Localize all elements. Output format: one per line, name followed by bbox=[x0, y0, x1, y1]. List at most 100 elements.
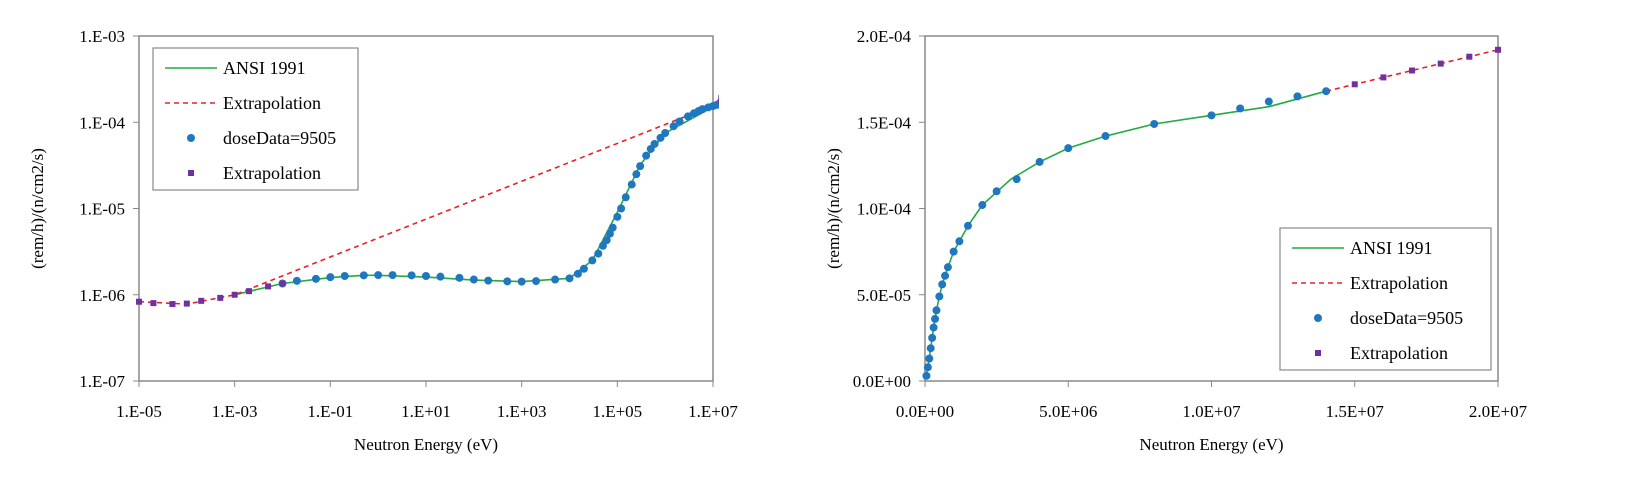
data-point-circle bbox=[642, 151, 651, 160]
data-point-circle bbox=[929, 323, 938, 332]
x-tick-label: 2.0E+07 bbox=[1469, 402, 1528, 421]
data-point-square bbox=[246, 288, 253, 295]
data-point-square bbox=[718, 97, 719, 104]
data-point-circle bbox=[683, 112, 692, 121]
legend-swatch-3 bbox=[188, 170, 194, 176]
x-axis-label: Neutron Energy (eV) bbox=[1139, 435, 1283, 454]
data-point-circle bbox=[617, 204, 626, 213]
data-point-circle bbox=[579, 264, 588, 273]
data-point-circle bbox=[598, 241, 607, 250]
data-point-circle bbox=[1012, 175, 1021, 184]
data-point-square bbox=[198, 297, 205, 304]
data-point-circle bbox=[1293, 92, 1302, 101]
legend-box bbox=[152, 47, 359, 191]
series-group bbox=[922, 46, 1501, 380]
data-point-square bbox=[265, 283, 272, 290]
data-point-circle bbox=[941, 271, 950, 280]
legend-label-1: Extrapolation bbox=[1350, 273, 1448, 293]
y-tick-label: 1.0E-04 bbox=[857, 200, 912, 219]
data-point-circle bbox=[949, 247, 958, 256]
legend: ANSI 1991 Extrapolation doseData=9505 Extra… bbox=[1279, 227, 1492, 371]
legend-box bbox=[1279, 227, 1492, 371]
x-tick-label: 1.E+01 bbox=[401, 402, 451, 421]
x-tick-label: 0.0E+00 bbox=[896, 402, 954, 421]
y-tick-label: 2.0E-04 bbox=[857, 27, 912, 46]
data-point-square bbox=[718, 98, 719, 105]
chart-log-log: 1.E-03 1.E-04 1.E-05 1.E-06 1.E-07 1.E-05 1.E-… bbox=[28, 27, 738, 454]
data-point-circle bbox=[1236, 104, 1245, 113]
data-point-circle bbox=[650, 139, 659, 148]
data-point-circle bbox=[669, 122, 678, 131]
data-point-circle bbox=[943, 263, 952, 272]
data-point-circle bbox=[675, 117, 684, 126]
data-point-circle bbox=[627, 180, 636, 189]
data-point-circle bbox=[608, 223, 617, 232]
data-point-circle bbox=[565, 274, 574, 283]
data-point-circle bbox=[359, 271, 368, 280]
y-tick-label: 1.E-05 bbox=[79, 200, 125, 219]
data-point-circle bbox=[992, 187, 1001, 196]
x-tick-label: 1.5E+07 bbox=[1326, 402, 1385, 421]
data-point-square bbox=[1437, 60, 1444, 67]
data-point-circle bbox=[436, 272, 445, 281]
data-point-circle bbox=[1035, 157, 1044, 166]
data-point-circle bbox=[928, 333, 937, 342]
data-point-circle bbox=[602, 236, 611, 245]
data-point-square bbox=[183, 300, 190, 307]
x-tick-label: 5.0E+06 bbox=[1039, 402, 1097, 421]
legend-label-0: ANSI 1991 bbox=[223, 58, 306, 78]
data-point-circle bbox=[1207, 111, 1216, 120]
data-point-circle bbox=[326, 273, 335, 282]
data-point-circle bbox=[374, 271, 383, 280]
legend-label-2: doseData=9505 bbox=[1350, 308, 1463, 328]
data-point-circle bbox=[340, 271, 349, 280]
data-point-circle bbox=[923, 363, 932, 372]
x-tick-label: 1.0E+07 bbox=[1182, 402, 1241, 421]
y-tick-label: 1.E-03 bbox=[79, 27, 125, 46]
data-point-square bbox=[1380, 74, 1387, 81]
data-point-square bbox=[150, 300, 157, 307]
y-tick-label: 1.E-04 bbox=[79, 113, 125, 132]
data-point-circle bbox=[926, 344, 935, 353]
data-point-circle bbox=[955, 237, 964, 246]
y-tick-label: 0.0E+00 bbox=[853, 372, 911, 391]
data-point-circle bbox=[605, 229, 614, 238]
data-point-circle bbox=[963, 221, 972, 230]
legend-label-3: Extrapolation bbox=[1350, 343, 1448, 363]
data-point-circle bbox=[978, 201, 987, 210]
data-point-square bbox=[136, 298, 142, 305]
data-point-circle bbox=[407, 271, 416, 280]
data-point-circle bbox=[632, 170, 641, 179]
data-point-circle bbox=[715, 98, 719, 107]
legend-swatch-2 bbox=[187, 134, 195, 142]
series-line-0 bbox=[924, 90, 1327, 380]
data-point-circle bbox=[517, 277, 526, 286]
legend: ANSI 1991 Extrapolation doseData=9505 Extra… bbox=[152, 47, 359, 191]
data-point-circle bbox=[1064, 144, 1073, 153]
data-point-circle bbox=[938, 280, 947, 289]
data-point-square bbox=[279, 280, 286, 287]
legend-label-3: Extrapolation bbox=[223, 163, 321, 183]
x-tick-label: 1.E+03 bbox=[497, 402, 547, 421]
x-tick-label: 1.E-03 bbox=[212, 402, 258, 421]
data-point-circle bbox=[1322, 87, 1331, 96]
data-point-square bbox=[1495, 46, 1501, 53]
data-point-square bbox=[169, 301, 176, 308]
y-axis-label: (rem/h)/(n/cm2/s) bbox=[824, 148, 843, 269]
legend-label-0: ANSI 1991 bbox=[1350, 238, 1433, 258]
data-point-circle bbox=[484, 276, 493, 285]
legend-swatch-3 bbox=[1315, 350, 1321, 356]
y-axis-label: (rem/h)/(n/cm2/s) bbox=[28, 148, 47, 269]
data-point-circle bbox=[292, 276, 301, 285]
y-tick-label: 1.E-07 bbox=[79, 372, 125, 391]
data-point-circle bbox=[925, 354, 934, 363]
data-point-circle bbox=[922, 371, 931, 380]
data-point-square bbox=[718, 95, 719, 102]
data-point-circle bbox=[503, 277, 512, 286]
series-group bbox=[136, 94, 719, 308]
data-point-square bbox=[217, 294, 224, 301]
data-point-square bbox=[718, 96, 719, 103]
data-point-circle bbox=[613, 212, 622, 221]
data-point-circle bbox=[422, 271, 430, 280]
